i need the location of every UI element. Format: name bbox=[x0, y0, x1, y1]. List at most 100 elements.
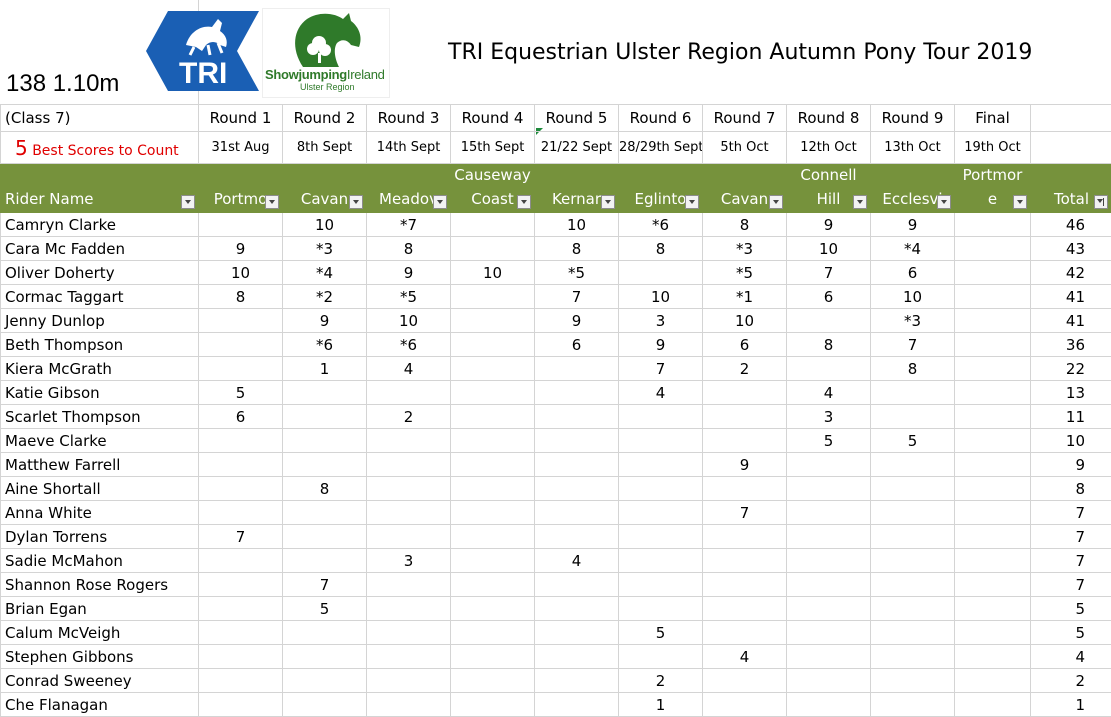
score-cell[interactable] bbox=[955, 333, 1031, 357]
score-cell[interactable]: 10 bbox=[535, 213, 619, 237]
best-scores-label[interactable]: 5 Best Scores to Count bbox=[1, 132, 199, 164]
score-cell[interactable] bbox=[619, 573, 703, 597]
score-cell[interactable] bbox=[451, 453, 535, 477]
score-cell[interactable] bbox=[619, 453, 703, 477]
score-cell[interactable] bbox=[703, 405, 787, 429]
rider-name-cell[interactable]: Camryn Clarke bbox=[1, 213, 199, 237]
score-cell[interactable]: 6 bbox=[199, 405, 283, 429]
total-cell[interactable]: 4 bbox=[1031, 645, 1111, 669]
score-cell[interactable] bbox=[955, 405, 1031, 429]
score-cell[interactable] bbox=[703, 525, 787, 549]
score-cell[interactable] bbox=[871, 669, 955, 693]
score-cell[interactable] bbox=[367, 621, 451, 645]
header-venue[interactable]: Meadov bbox=[367, 164, 451, 213]
score-cell[interactable] bbox=[787, 501, 871, 525]
score-cell[interactable] bbox=[451, 309, 535, 333]
rider-name-cell[interactable]: Kiera McGrath bbox=[1, 357, 199, 381]
score-cell[interactable]: 7 bbox=[619, 357, 703, 381]
score-cell[interactable]: 2 bbox=[703, 357, 787, 381]
score-cell[interactable]: 10 bbox=[703, 309, 787, 333]
rider-name-cell[interactable]: Oliver Doherty bbox=[1, 261, 199, 285]
score-cell[interactable] bbox=[367, 429, 451, 453]
score-cell[interactable] bbox=[619, 645, 703, 669]
score-cell[interactable]: *7 bbox=[367, 213, 451, 237]
score-cell[interactable] bbox=[619, 261, 703, 285]
score-cell[interactable] bbox=[199, 549, 283, 573]
score-cell[interactable] bbox=[787, 597, 871, 621]
score-cell[interactable] bbox=[619, 501, 703, 525]
total-cell[interactable]: 10 bbox=[1031, 429, 1111, 453]
score-cell[interactable] bbox=[619, 549, 703, 573]
score-cell[interactable] bbox=[703, 597, 787, 621]
score-cell[interactable] bbox=[871, 549, 955, 573]
score-cell[interactable]: *5 bbox=[367, 285, 451, 309]
score-cell[interactable] bbox=[703, 573, 787, 597]
rider-name-cell[interactable]: Sadie McMahon bbox=[1, 549, 199, 573]
round-label[interactable]: Round 7 bbox=[703, 105, 787, 132]
score-cell[interactable]: 9 bbox=[619, 333, 703, 357]
score-cell[interactable] bbox=[535, 573, 619, 597]
score-cell[interactable]: 6 bbox=[703, 333, 787, 357]
score-cell[interactable]: 9 bbox=[199, 237, 283, 261]
score-cell[interactable] bbox=[451, 333, 535, 357]
header-venue[interactable]: Ecclesvi bbox=[871, 164, 955, 213]
total-cell[interactable]: 7 bbox=[1031, 573, 1111, 597]
score-cell[interactable] bbox=[955, 669, 1031, 693]
score-cell[interactable]: 7 bbox=[871, 333, 955, 357]
score-cell[interactable]: 1 bbox=[283, 357, 367, 381]
score-cell[interactable]: 1 bbox=[619, 693, 703, 717]
rider-name-cell[interactable]: Shannon Rose Rogers bbox=[1, 573, 199, 597]
score-cell[interactable]: *1 bbox=[703, 285, 787, 309]
round-date[interactable]: 19th Oct bbox=[955, 132, 1031, 164]
score-cell[interactable] bbox=[367, 645, 451, 669]
score-cell[interactable] bbox=[451, 381, 535, 405]
score-cell[interactable] bbox=[535, 525, 619, 549]
round-label[interactable]: Round 2 bbox=[283, 105, 367, 132]
score-cell[interactable]: *5 bbox=[703, 261, 787, 285]
score-cell[interactable]: 10 bbox=[367, 309, 451, 333]
score-cell[interactable] bbox=[703, 693, 787, 717]
score-cell[interactable] bbox=[787, 477, 871, 501]
score-cell[interactable] bbox=[619, 405, 703, 429]
filter-dropdown-icon[interactable] bbox=[517, 195, 531, 209]
rider-name-cell[interactable]: Scarlet Thompson bbox=[1, 405, 199, 429]
score-cell[interactable] bbox=[451, 213, 535, 237]
header-rider-name[interactable]: Rider Name bbox=[1, 164, 199, 213]
score-cell[interactable] bbox=[199, 357, 283, 381]
score-cell[interactable] bbox=[619, 525, 703, 549]
header-venue[interactable]: Portmo bbox=[199, 164, 283, 213]
score-cell[interactable] bbox=[787, 693, 871, 717]
total-cell[interactable]: 11 bbox=[1031, 405, 1111, 429]
score-cell[interactable] bbox=[199, 309, 283, 333]
score-cell[interactable]: 10 bbox=[199, 261, 283, 285]
score-cell[interactable] bbox=[451, 549, 535, 573]
total-cell[interactable]: 7 bbox=[1031, 549, 1111, 573]
header-total[interactable]: Total bbox=[1031, 164, 1111, 213]
score-cell[interactable] bbox=[451, 669, 535, 693]
score-cell[interactable]: 8 bbox=[367, 237, 451, 261]
score-cell[interactable]: 10 bbox=[619, 285, 703, 309]
score-cell[interactable] bbox=[283, 549, 367, 573]
rider-name-cell[interactable]: Matthew Farrell bbox=[1, 453, 199, 477]
score-cell[interactable] bbox=[451, 597, 535, 621]
score-cell[interactable]: 5 bbox=[199, 381, 283, 405]
round-label[interactable]: Round 5 bbox=[535, 105, 619, 132]
score-cell[interactable] bbox=[871, 501, 955, 525]
score-cell[interactable]: 4 bbox=[703, 645, 787, 669]
header-venue[interactable]: Kernar bbox=[535, 164, 619, 213]
score-cell[interactable] bbox=[535, 453, 619, 477]
total-cell[interactable]: 5 bbox=[1031, 621, 1111, 645]
rider-name-cell[interactable]: Che Flanagan bbox=[1, 693, 199, 717]
score-cell[interactable]: 9 bbox=[283, 309, 367, 333]
score-cell[interactable] bbox=[955, 573, 1031, 597]
score-cell[interactable] bbox=[367, 525, 451, 549]
score-cell[interactable] bbox=[955, 357, 1031, 381]
score-cell[interactable] bbox=[871, 381, 955, 405]
score-cell[interactable] bbox=[535, 429, 619, 453]
score-cell[interactable]: 7 bbox=[283, 573, 367, 597]
score-cell[interactable] bbox=[703, 621, 787, 645]
score-cell[interactable]: 5 bbox=[871, 429, 955, 453]
score-cell[interactable]: 2 bbox=[367, 405, 451, 429]
